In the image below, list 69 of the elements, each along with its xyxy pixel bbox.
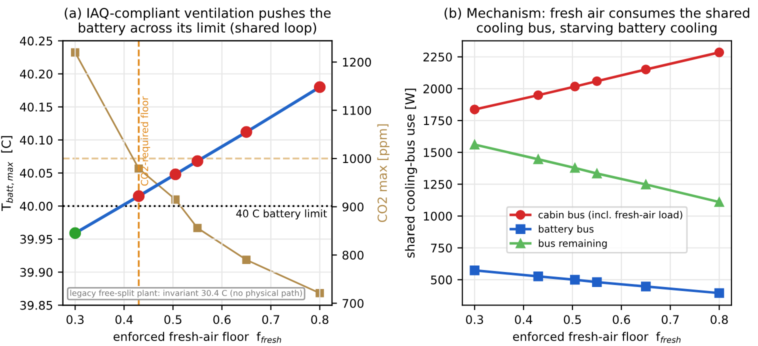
x-tick-label: 0.4 — [115, 315, 133, 324]
point — [570, 82, 580, 92]
ref-line-label: 40 C battery limit — [236, 209, 327, 220]
x-tick-label: 0.4 — [514, 315, 532, 324]
y-axis-title: T$_{batt,max}$ [C] — [1, 136, 14, 211]
legend-label: bus remaining — [538, 239, 607, 249]
y2-tick-label: 1000 — [343, 154, 371, 164]
y-tick-label: 39.95 — [20, 234, 52, 244]
y-tick-label: 2000 — [423, 84, 452, 94]
y-tick-label: 40.20 — [20, 70, 52, 79]
point — [533, 154, 544, 164]
y-tick-label: 39.90 — [20, 268, 52, 277]
x-axis-title: enforced fresh-air floor f$_{fresh}$ — [513, 332, 681, 343]
x-tick-label: 0.7 — [662, 315, 679, 324]
x-tick-label: 0.6 — [213, 315, 231, 324]
y-tick-label: 40.10 — [20, 136, 52, 145]
y2-tick-label: 700 — [342, 298, 364, 308]
x-tick-label: 0.5 — [164, 315, 182, 324]
point — [470, 140, 480, 150]
y-tick-label: 40.05 — [20, 168, 52, 178]
y-tick-label: 1750 — [424, 116, 452, 126]
ref-line-label: CO2-required floor — [140, 96, 150, 186]
point — [592, 168, 602, 178]
y-tick-label: 1250 — [424, 180, 452, 189]
x-tick-label: 0.6 — [612, 315, 630, 324]
x-tick-label: 0.3 — [466, 315, 484, 324]
x-tick-label: 0.8 — [311, 315, 328, 324]
y2-tick-label: 800 — [342, 250, 364, 260]
y-tick-label: 2250 — [423, 52, 452, 62]
point — [242, 256, 251, 264]
y-tick-label: 1500 — [424, 148, 452, 158]
y2-tick-label: 1100 — [343, 106, 371, 115]
point — [193, 224, 202, 232]
y-tick-label: 750 — [431, 244, 452, 253]
y-tick-label: 40.15 — [20, 102, 52, 112]
chart-title: (b) Mechanism: fresh air consumes the shared cooling bus, starving battery cooling — [444, 8, 750, 36]
point — [714, 197, 724, 207]
y-axis-title: shared cooling-bus use [W] — [404, 88, 418, 258]
x-tick-label: 0.7 — [262, 315, 280, 324]
point — [592, 76, 602, 86]
point — [533, 272, 544, 282]
x-tick-label: 0.3 — [66, 315, 84, 324]
point — [470, 266, 480, 276]
legend-label: cabin bus (incl. fresh-air load) — [538, 210, 682, 220]
point — [470, 104, 480, 114]
y2-tick-label: 900 — [342, 202, 364, 212]
y-tick-label: 39.85 — [20, 300, 52, 310]
chart-title: (a) IAQ-compliant ventilation pushes the battery across its limit (shared loop) — [64, 8, 331, 36]
y-tick-label: 40.25 — [20, 36, 52, 46]
y-tick-label: 500 — [431, 275, 452, 284]
annotation: legacy free-split plant: invariant 30.4 C (no physical path) — [70, 290, 302, 298]
point — [70, 48, 80, 57]
point — [640, 64, 651, 74]
point — [533, 90, 544, 100]
y-tick-label: 40.00 — [20, 202, 52, 211]
x-axis-title: enforced fresh-air floor f$_{fresh}$ — [114, 332, 282, 343]
y2-tick-label: 1200 — [343, 58, 371, 67]
point — [640, 282, 651, 292]
point — [570, 274, 580, 285]
x-tick-label: 0.5 — [564, 315, 581, 324]
y2-axis-title: CO2 max [ppm] — [377, 124, 390, 222]
point — [714, 48, 724, 58]
y-tick-label: 1000 — [424, 212, 452, 221]
x-tick-label: 0.8 — [710, 315, 728, 324]
point — [640, 180, 651, 190]
point — [714, 288, 724, 298]
point — [570, 163, 580, 173]
point — [592, 277, 602, 287]
legend-label: battery bus — [538, 225, 594, 235]
